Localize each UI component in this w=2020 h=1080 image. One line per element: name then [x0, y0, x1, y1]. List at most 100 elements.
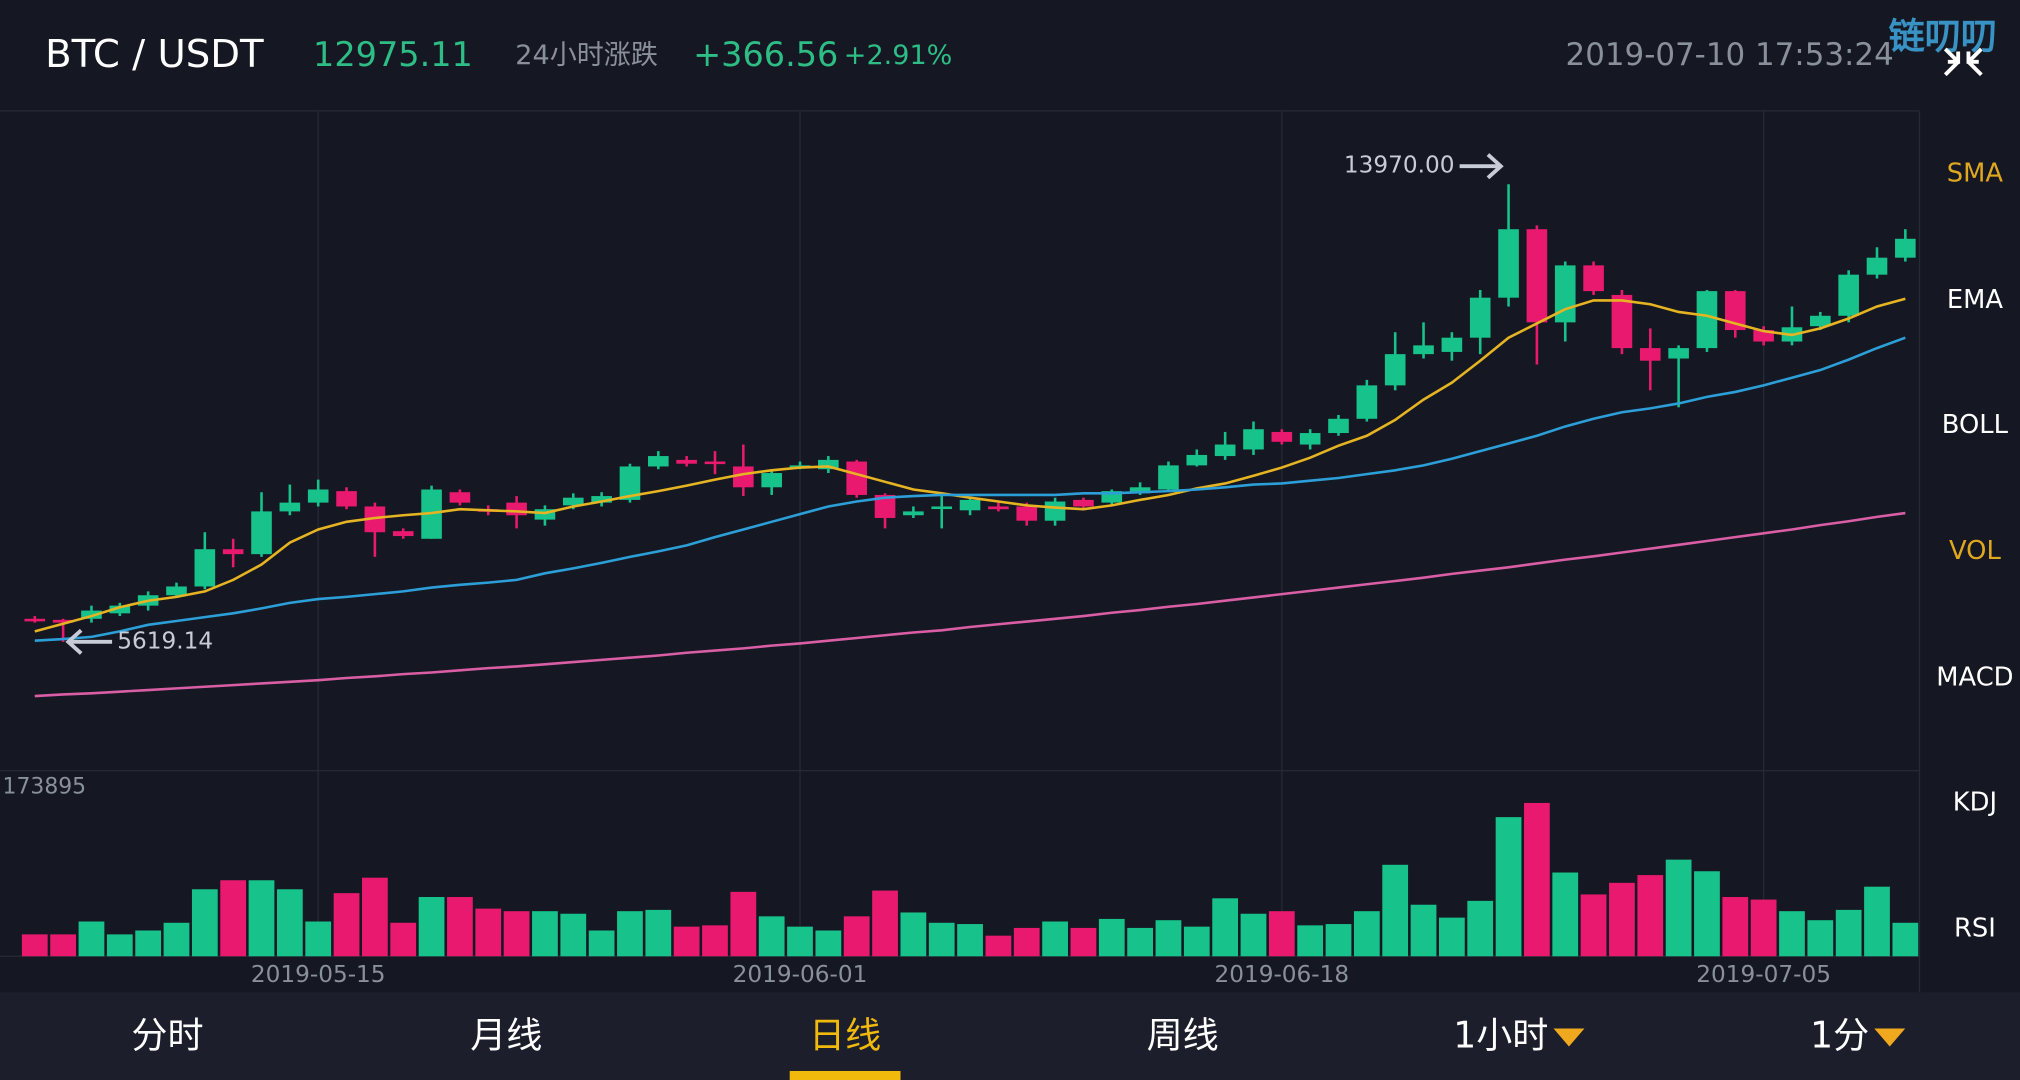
volume-bar	[1694, 871, 1720, 957]
tab[interactable]: 分时	[131, 1014, 203, 1056]
candle-body	[733, 466, 754, 488]
candle-body	[1469, 297, 1491, 338]
ma-line	[34, 511, 1906, 698]
volume-bar	[1240, 913, 1267, 957]
volume-bar	[1353, 911, 1380, 957]
candle-body	[1753, 330, 1774, 342]
candle-body	[1271, 431, 1293, 442]
volume-bar	[106, 934, 133, 957]
candle-body	[591, 496, 612, 503]
volume-bar	[305, 921, 332, 957]
volume-bar	[418, 897, 445, 957]
volume-bar	[1750, 899, 1777, 957]
volume-bar	[1410, 904, 1437, 957]
volume-bar	[21, 934, 48, 957]
pair: BTC / USDT	[45, 32, 264, 77]
candle-body	[1073, 499, 1094, 507]
tab[interactable]: 日线	[809, 1014, 881, 1056]
candle-body	[279, 502, 301, 512]
tab[interactable]: 1分	[1810, 1014, 1869, 1056]
icon-part	[1943, 60, 1960, 77]
candle-body	[1158, 465, 1179, 490]
candle-body	[364, 506, 386, 533]
volume-bar	[1524, 802, 1550, 957]
x-tick-label: 2019-05-15	[251, 961, 386, 988]
volume-bar	[1722, 897, 1749, 957]
high-label: 13970.00	[1344, 152, 1455, 179]
volume-bar	[163, 922, 190, 957]
tab[interactable]: 1小时	[1453, 1014, 1548, 1056]
volume-bar	[928, 922, 955, 957]
fullscreen-exit-icon[interactable]	[1943, 47, 1983, 77]
volume-bar	[1325, 924, 1352, 957]
candle-body	[959, 499, 981, 511]
volume-bar	[220, 880, 247, 957]
candle-body	[1044, 501, 1066, 521]
time: 2019-07-10 17:53:24	[1566, 37, 1894, 73]
volume-bar	[1580, 894, 1607, 957]
candle-body	[1724, 291, 1746, 331]
candle-body	[336, 491, 357, 507]
volume-bar	[1665, 859, 1692, 957]
indicator-button[interactable]: KDJ	[1953, 787, 1997, 817]
volume-bar	[843, 916, 870, 957]
volume-bar	[1212, 898, 1239, 957]
ma-line	[34, 336, 1906, 643]
candle-body	[1243, 429, 1264, 450]
volume-bar	[1637, 875, 1664, 957]
tab-bar	[0, 992, 2020, 1080]
volume-bar	[390, 922, 417, 957]
volume-bar	[532, 911, 558, 957]
candle-body	[704, 461, 726, 465]
indicator-button[interactable]: MACD	[1936, 662, 2013, 692]
candle-body	[1356, 385, 1378, 419]
indicator-button[interactable]: SMA	[1947, 158, 2004, 188]
indicator-button[interactable]: EMA	[1947, 285, 2003, 315]
candle-body	[52, 619, 74, 623]
candle-body	[194, 549, 216, 587]
candle-body	[1838, 274, 1859, 316]
volume-bar	[1552, 872, 1579, 957]
ma-line	[34, 297, 1906, 633]
candle-body	[222, 549, 244, 555]
indicator-button[interactable]: BOLL	[1942, 410, 2009, 440]
candle-body	[761, 473, 782, 488]
indicator-button[interactable]: RSI	[1954, 914, 1996, 944]
volume-max-label: 173895	[3, 774, 87, 799]
candle-body	[166, 586, 187, 596]
candle-body	[1129, 487, 1151, 494]
volume-bar	[900, 912, 927, 957]
candle-body	[1214, 444, 1236, 457]
volume-bar	[1864, 886, 1890, 957]
candle-body	[562, 497, 584, 506]
candle-body	[1413, 345, 1434, 355]
volume-bar	[135, 930, 162, 957]
change-pct: +2.91%	[844, 40, 953, 71]
candle-body	[874, 494, 896, 518]
candle-body	[1866, 257, 1888, 275]
indicator-button[interactable]: VOL	[1949, 536, 2001, 566]
volume-bar	[50, 934, 77, 957]
volume-bar	[1098, 918, 1125, 957]
volume-bar	[1779, 911, 1805, 957]
candle-body	[931, 506, 953, 510]
candle-body	[1186, 454, 1208, 466]
volume-bar	[730, 891, 757, 957]
volume-bar	[673, 926, 700, 957]
tab[interactable]: 月线	[470, 1014, 542, 1056]
volume-bar	[1127, 927, 1153, 957]
volume-bar	[985, 935, 1012, 957]
candle-body	[81, 610, 102, 619]
candle-body	[1016, 506, 1038, 521]
volume-bar	[1183, 926, 1210, 957]
volume-bar	[475, 908, 502, 957]
volume-bar	[588, 930, 615, 957]
candle-body	[1441, 337, 1463, 352]
volume-bar	[702, 925, 728, 957]
candle-body	[1384, 354, 1406, 386]
tab[interactable]: 周线	[1147, 1014, 1219, 1056]
volume-bar	[1382, 864, 1409, 957]
volume-bar	[1609, 882, 1635, 957]
high-arrow	[1459, 153, 1504, 180]
candle-body	[846, 461, 868, 495]
